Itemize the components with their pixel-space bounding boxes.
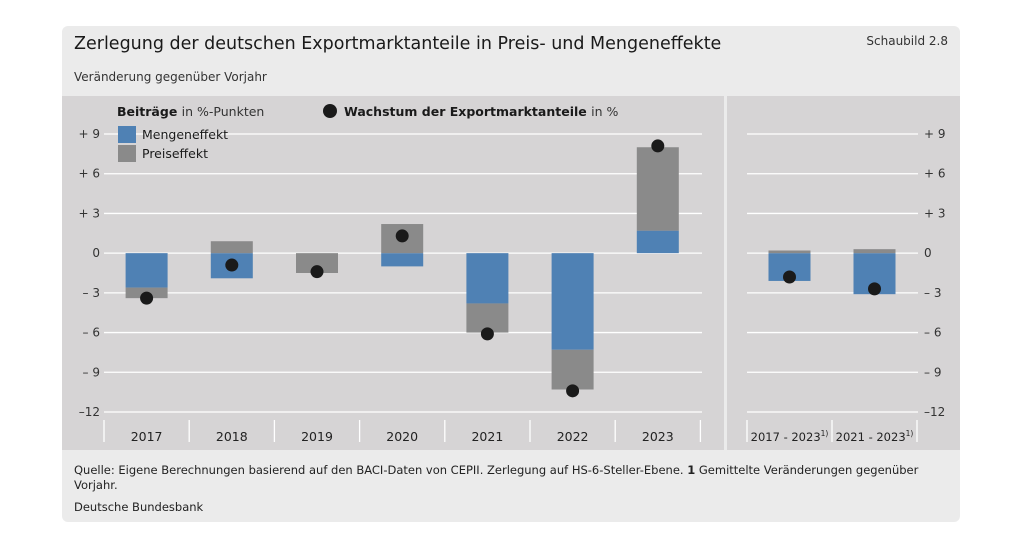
dot-wachstum (225, 258, 239, 272)
bar-preiseffekt (296, 253, 338, 273)
main-panel-background (62, 96, 724, 450)
y-tick-label: – 3 (924, 286, 941, 300)
bar-mengeneffekt (466, 253, 509, 304)
main-panel: + 9 + 6 + 3 0 – 3 – 6 – 9 –12 2017 2018 2019 2020 20… (62, 96, 724, 450)
chart-title: Zerlegung der deutschen Exportmarktantei… (74, 34, 722, 54)
y-tick-label: + 3 (78, 206, 100, 220)
average-panel-background (727, 96, 960, 450)
x-tick-label: 2020 (386, 429, 418, 444)
y-tick-label: + 6 (78, 167, 100, 181)
y-tick-label: + 3 (924, 206, 946, 220)
x-tick-label: 2017 - 20231) (751, 429, 829, 444)
legend-swatch (118, 126, 136, 143)
source-text: Quelle: Eigene Berechnungen basierend au… (74, 463, 684, 477)
dot-wachstum (480, 327, 494, 341)
chart-subtitle: Veränderung gegenüber Vorjahr (74, 70, 267, 84)
footnote-mark: 1 (687, 463, 696, 477)
chart-svg: + 9 + 6 + 3 0 – 3 – 6 – 9 –12 2017 2018 2019 2020 20… (62, 96, 960, 450)
legend-label: Preiseffekt (142, 146, 208, 161)
bar-mengeneffekt (381, 253, 424, 267)
y-tick-label: – 6 (924, 326, 941, 340)
publisher: Deutsche Bundesbank (74, 500, 204, 514)
bar-mengeneffekt (636, 230, 679, 254)
figure-label: Schaubild 2.8 (866, 34, 948, 48)
bar-preiseffekt (853, 249, 896, 254)
bar-preiseffekt (210, 241, 253, 254)
x-tick-label: 2021 - 20231) (836, 429, 914, 444)
dot-wachstum (566, 384, 580, 398)
y-tick-label: + 9 (78, 127, 100, 141)
y-tick-label: 0 (924, 246, 932, 260)
footnote-text: Gemittelte Veränderungen gegenüber Vorja… (74, 463, 919, 492)
dot-wachstum (651, 139, 665, 153)
dot-wachstum (310, 265, 324, 279)
y-tick-label: –12 (79, 405, 100, 419)
legend-dots-heading: Wachstum der Exportmarktanteile in % (344, 104, 618, 119)
dot-wachstum (783, 270, 796, 284)
x-tick-label: 2018 (216, 429, 248, 444)
y-tick-label: – 9 (924, 365, 941, 379)
bar-preiseffekt (636, 147, 679, 231)
x-tick-label: 2022 (557, 429, 589, 444)
y-tick-label: 0 (92, 246, 100, 260)
x-tick-label: 2023 (642, 429, 674, 444)
x-tick-footnote: 1) (906, 429, 914, 438)
bar-preiseffekt (768, 250, 811, 254)
average-panel: + 9 + 6 + 3 0 – 3 – 6 – 9 –12 2017 - 20231) 2021 … (727, 96, 960, 450)
bar-mengeneffekt (551, 253, 594, 350)
legend-dot-marker (323, 104, 337, 118)
dot-wachstum (868, 282, 881, 296)
legend: Beiträge in %-Punkten Wachstum der Export… (117, 104, 618, 162)
dot-wachstum (395, 229, 409, 243)
legend-swatch (118, 145, 136, 162)
y-tick-label: – 9 (83, 365, 100, 379)
y-tick-label: – 3 (83, 286, 100, 300)
y-tick-label: –12 (924, 405, 945, 419)
bar-preiseffekt (551, 349, 594, 390)
bar-mengeneffekt (125, 253, 168, 288)
x-tick-footnote: 1) (821, 429, 829, 438)
y-tick-label: – 6 (83, 326, 100, 340)
legend-bars-heading: Beiträge in %-Punkten (117, 104, 264, 119)
y-tick-label: + 9 (924, 127, 946, 141)
x-tick-label: 2017 (131, 429, 163, 444)
legend-label: Mengeneffekt (142, 127, 228, 142)
dot-wachstum (140, 291, 154, 305)
x-tick-label: 2019 (301, 429, 333, 444)
x-tick-label: 2021 (471, 429, 503, 444)
y-tick-label: + 6 (924, 167, 946, 181)
figure-card: Zerlegung der deutschen Exportmarktantei… (62, 26, 960, 522)
source-note: Quelle: Eigene Berechnungen basierend au… (74, 463, 950, 493)
